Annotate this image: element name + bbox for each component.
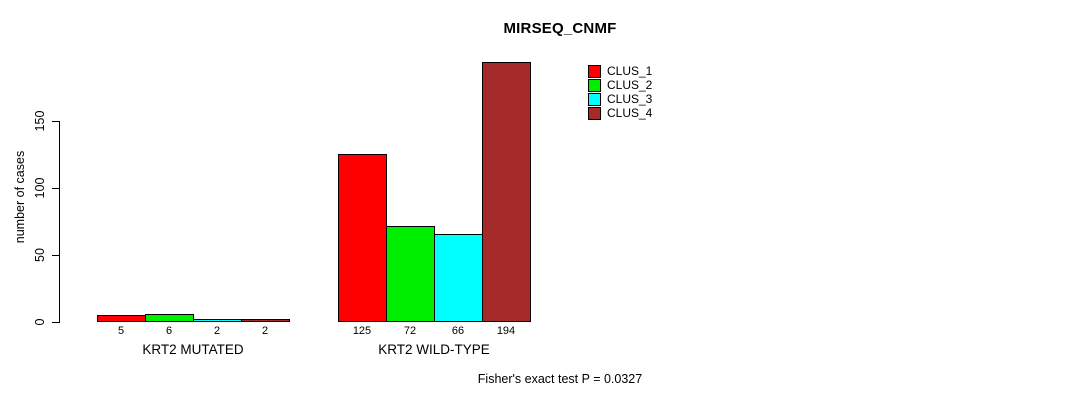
bar-value-label: 2 xyxy=(261,325,269,337)
bar-clus_3 xyxy=(434,234,483,322)
fisher-test-annotation: Fisher's exact test P = 0.0327 xyxy=(477,372,643,386)
x-group-label: KRT2 MUTATED xyxy=(142,342,244,357)
legend-label: CLUS_2 xyxy=(607,78,653,92)
legend-item-clus_3: CLUS_3 xyxy=(588,93,652,106)
y-axis-line xyxy=(59,121,60,323)
bar-value-label: 125 xyxy=(352,325,372,337)
legend-item-clus_1: CLUS_1 xyxy=(588,65,652,78)
y-axis-tick xyxy=(52,188,59,189)
y-axis-tick-label: 0 xyxy=(33,318,47,326)
legend-swatch-clus_4 xyxy=(588,107,601,120)
chart-title: MIRSEQ_CNMF xyxy=(503,20,617,37)
bar-value-label: 6 xyxy=(165,325,173,337)
y-axis-tick-label: 50 xyxy=(33,248,47,262)
y-axis-tick xyxy=(52,322,59,323)
y-axis-title: number of cases xyxy=(13,150,27,244)
bar-clus_2 xyxy=(145,314,194,322)
bar-clus_1 xyxy=(97,315,146,322)
y-axis-tick-label: 100 xyxy=(33,177,47,199)
legend: CLUS_1 CLUS_2 CLUS_3 CLUS_4 xyxy=(588,65,652,121)
bar-clus_1 xyxy=(338,154,387,322)
y-axis-tick-label: 150 xyxy=(33,110,47,132)
legend-swatch-clus_1 xyxy=(588,65,601,78)
legend-item-clus_4: CLUS_4 xyxy=(588,107,652,120)
y-axis-tick xyxy=(52,255,59,256)
bar-clus_4 xyxy=(482,62,531,322)
bar-clus_2 xyxy=(386,226,435,322)
legend-label: CLUS_4 xyxy=(607,106,653,120)
legend-label: CLUS_3 xyxy=(607,92,653,106)
legend-swatch-clus_3 xyxy=(588,93,601,106)
legend-item-clus_2: CLUS_2 xyxy=(588,79,652,92)
bar-value-label: 66 xyxy=(451,325,465,337)
bar-clus_3 xyxy=(193,319,242,322)
legend-swatch-clus_2 xyxy=(588,79,601,92)
bar-value-label: 5 xyxy=(117,325,125,337)
bar-clus_4 xyxy=(241,319,290,322)
x-group-label: KRT2 WILD-TYPE xyxy=(378,342,490,357)
y-axis-tick xyxy=(52,121,59,122)
legend-label: CLUS_1 xyxy=(607,64,653,78)
bar-value-label: 72 xyxy=(403,325,417,337)
bar-value-label: 194 xyxy=(496,325,516,337)
bar-value-label: 2 xyxy=(213,325,221,337)
